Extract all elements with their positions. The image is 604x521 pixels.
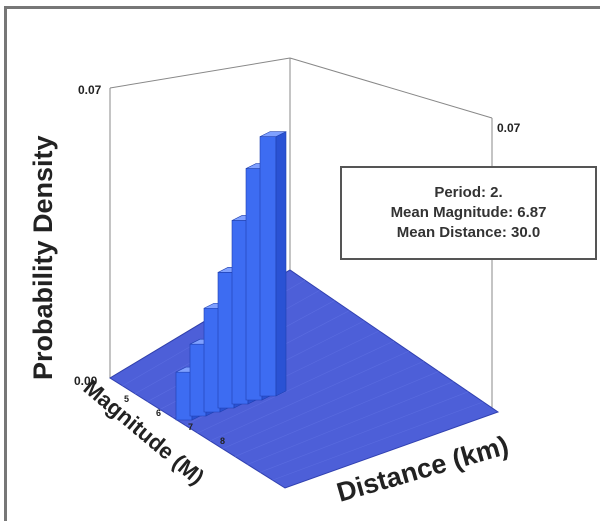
floor-grid-line xyxy=(209,350,409,442)
density-bar xyxy=(217,272,235,409)
y-tick-max: 0.07 xyxy=(78,83,102,97)
density-bar xyxy=(175,371,193,421)
density-bar xyxy=(245,168,263,401)
period-text: Period: 2. xyxy=(434,184,503,201)
magnitude-tick-label: 8 xyxy=(220,436,225,446)
mean-distance-text: Mean Distance: 30.0 xyxy=(396,224,541,241)
density-bar xyxy=(203,307,221,413)
bars-group xyxy=(175,131,287,421)
floor-grid-line xyxy=(272,401,484,481)
right-tick-max: 0.07 xyxy=(497,121,521,135)
density-bar-side xyxy=(275,131,287,397)
floor-grid-line xyxy=(234,371,439,457)
floor-grid-line xyxy=(247,381,454,465)
magnitude-tick-label: 6 xyxy=(156,408,161,418)
y-axis-label: Probability Density xyxy=(28,135,58,380)
density-bar xyxy=(259,136,277,397)
magnitude-tick-label: 7 xyxy=(188,422,193,432)
density-bar xyxy=(189,343,207,417)
density-bar-top xyxy=(259,131,287,137)
magnitude-ticks: 5 6 7 8 xyxy=(124,394,225,446)
y-tick-min: 0.00 xyxy=(74,374,98,388)
density-bar xyxy=(231,220,249,405)
box-edge xyxy=(109,57,291,89)
floor-grid-line xyxy=(197,340,395,434)
mean-magnitude-text: Mean Magnitude: 6.87 xyxy=(390,204,547,221)
floor-grid-line xyxy=(222,361,424,449)
info-box: Period: 2. Mean Magnitude: 6.87 Mean Dis… xyxy=(340,166,597,260)
floor-grid-line xyxy=(259,391,469,473)
magnitude-tick-label: 5 xyxy=(124,394,129,404)
box-edge xyxy=(289,57,493,119)
